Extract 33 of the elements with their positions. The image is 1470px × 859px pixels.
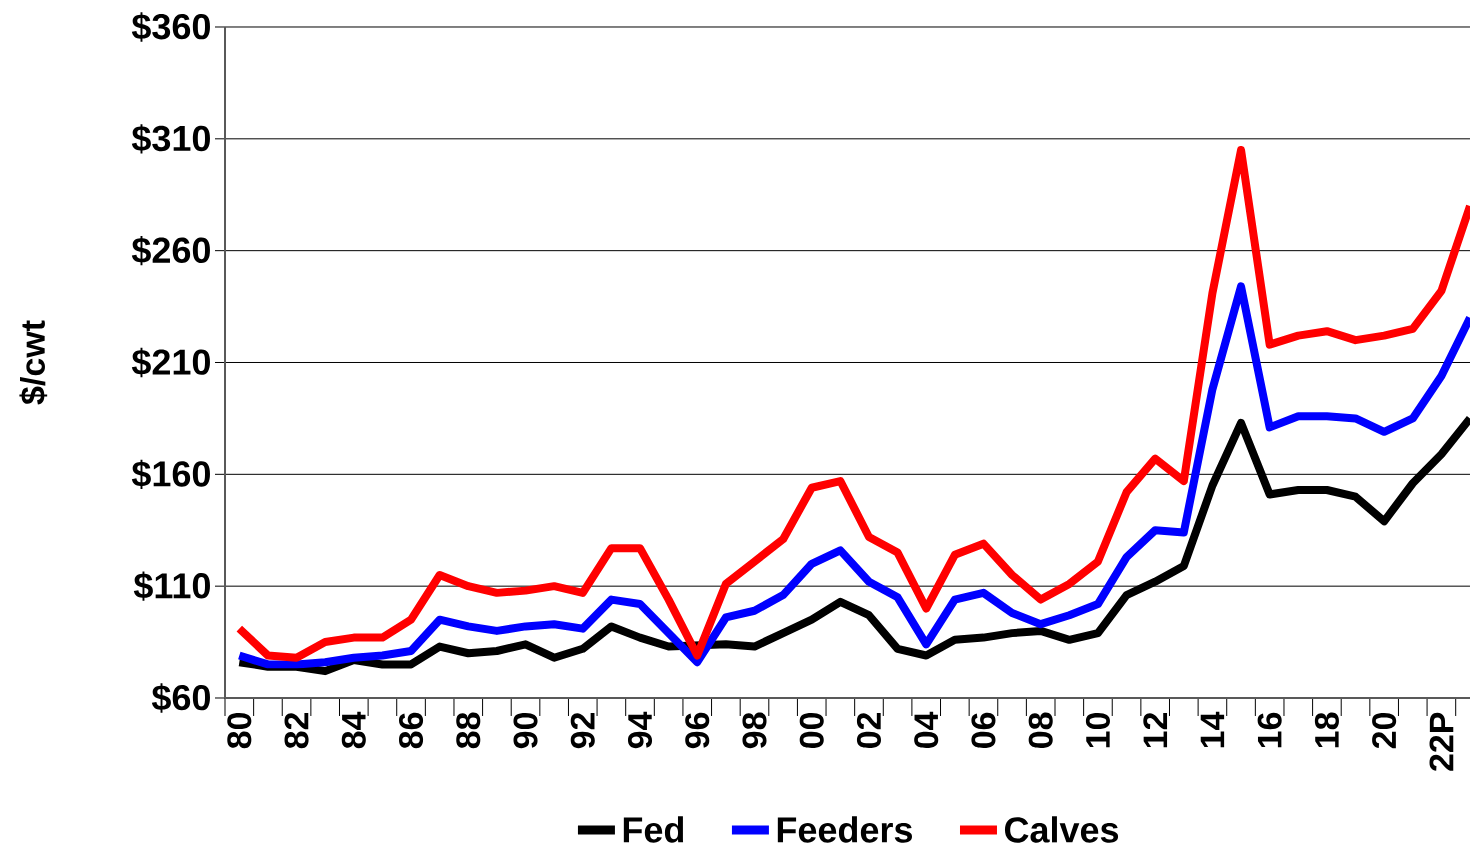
x-tick-label: 00	[799, 712, 824, 748]
legend-label: Fed	[623, 816, 684, 843]
x-tick-label: 20	[1372, 712, 1397, 749]
x-tick-label: 88	[456, 712, 481, 749]
y-tick-label: $60	[151, 683, 210, 713]
x-tick-label: 14	[1200, 711, 1225, 748]
legend-label: Feeders	[777, 816, 912, 843]
y-tick-label: $360	[131, 12, 210, 42]
y-tick-label: $210	[131, 347, 210, 378]
x-tick-label: 06	[971, 712, 996, 748]
x-tick-label: 02	[856, 712, 882, 748]
x-tick-label: 04	[914, 711, 939, 748]
y-tick-label: $160	[131, 459, 210, 490]
x-tick-label: 96	[685, 712, 710, 749]
x-tick-label: 22P	[1429, 712, 1454, 771]
x-tick-label: 18	[1314, 712, 1339, 748]
x-tick-label: 86	[399, 712, 424, 749]
x-tick-label: 98	[742, 712, 767, 749]
x-tick-label: 08	[1028, 712, 1053, 748]
x-tick-label: 10	[1085, 712, 1110, 748]
x-tick-label: 90	[513, 712, 538, 749]
x-tick-label: 92	[570, 712, 595, 749]
x-tick-label: 82	[284, 712, 309, 749]
legend-label: Calves	[1004, 816, 1119, 843]
y-tick-label: $260	[131, 235, 210, 266]
x-tick-label: 16	[1257, 712, 1282, 748]
y-axis-title: $/cwt	[19, 320, 48, 405]
x-tick-label: 80	[227, 712, 252, 749]
x-tick-label: 84	[341, 711, 366, 749]
y-tick-label: $110	[133, 571, 210, 601]
y-tick-label: $310	[131, 124, 210, 154]
x-tick-label: 12	[1143, 712, 1168, 748]
x-tick-label: 94	[627, 711, 653, 749]
